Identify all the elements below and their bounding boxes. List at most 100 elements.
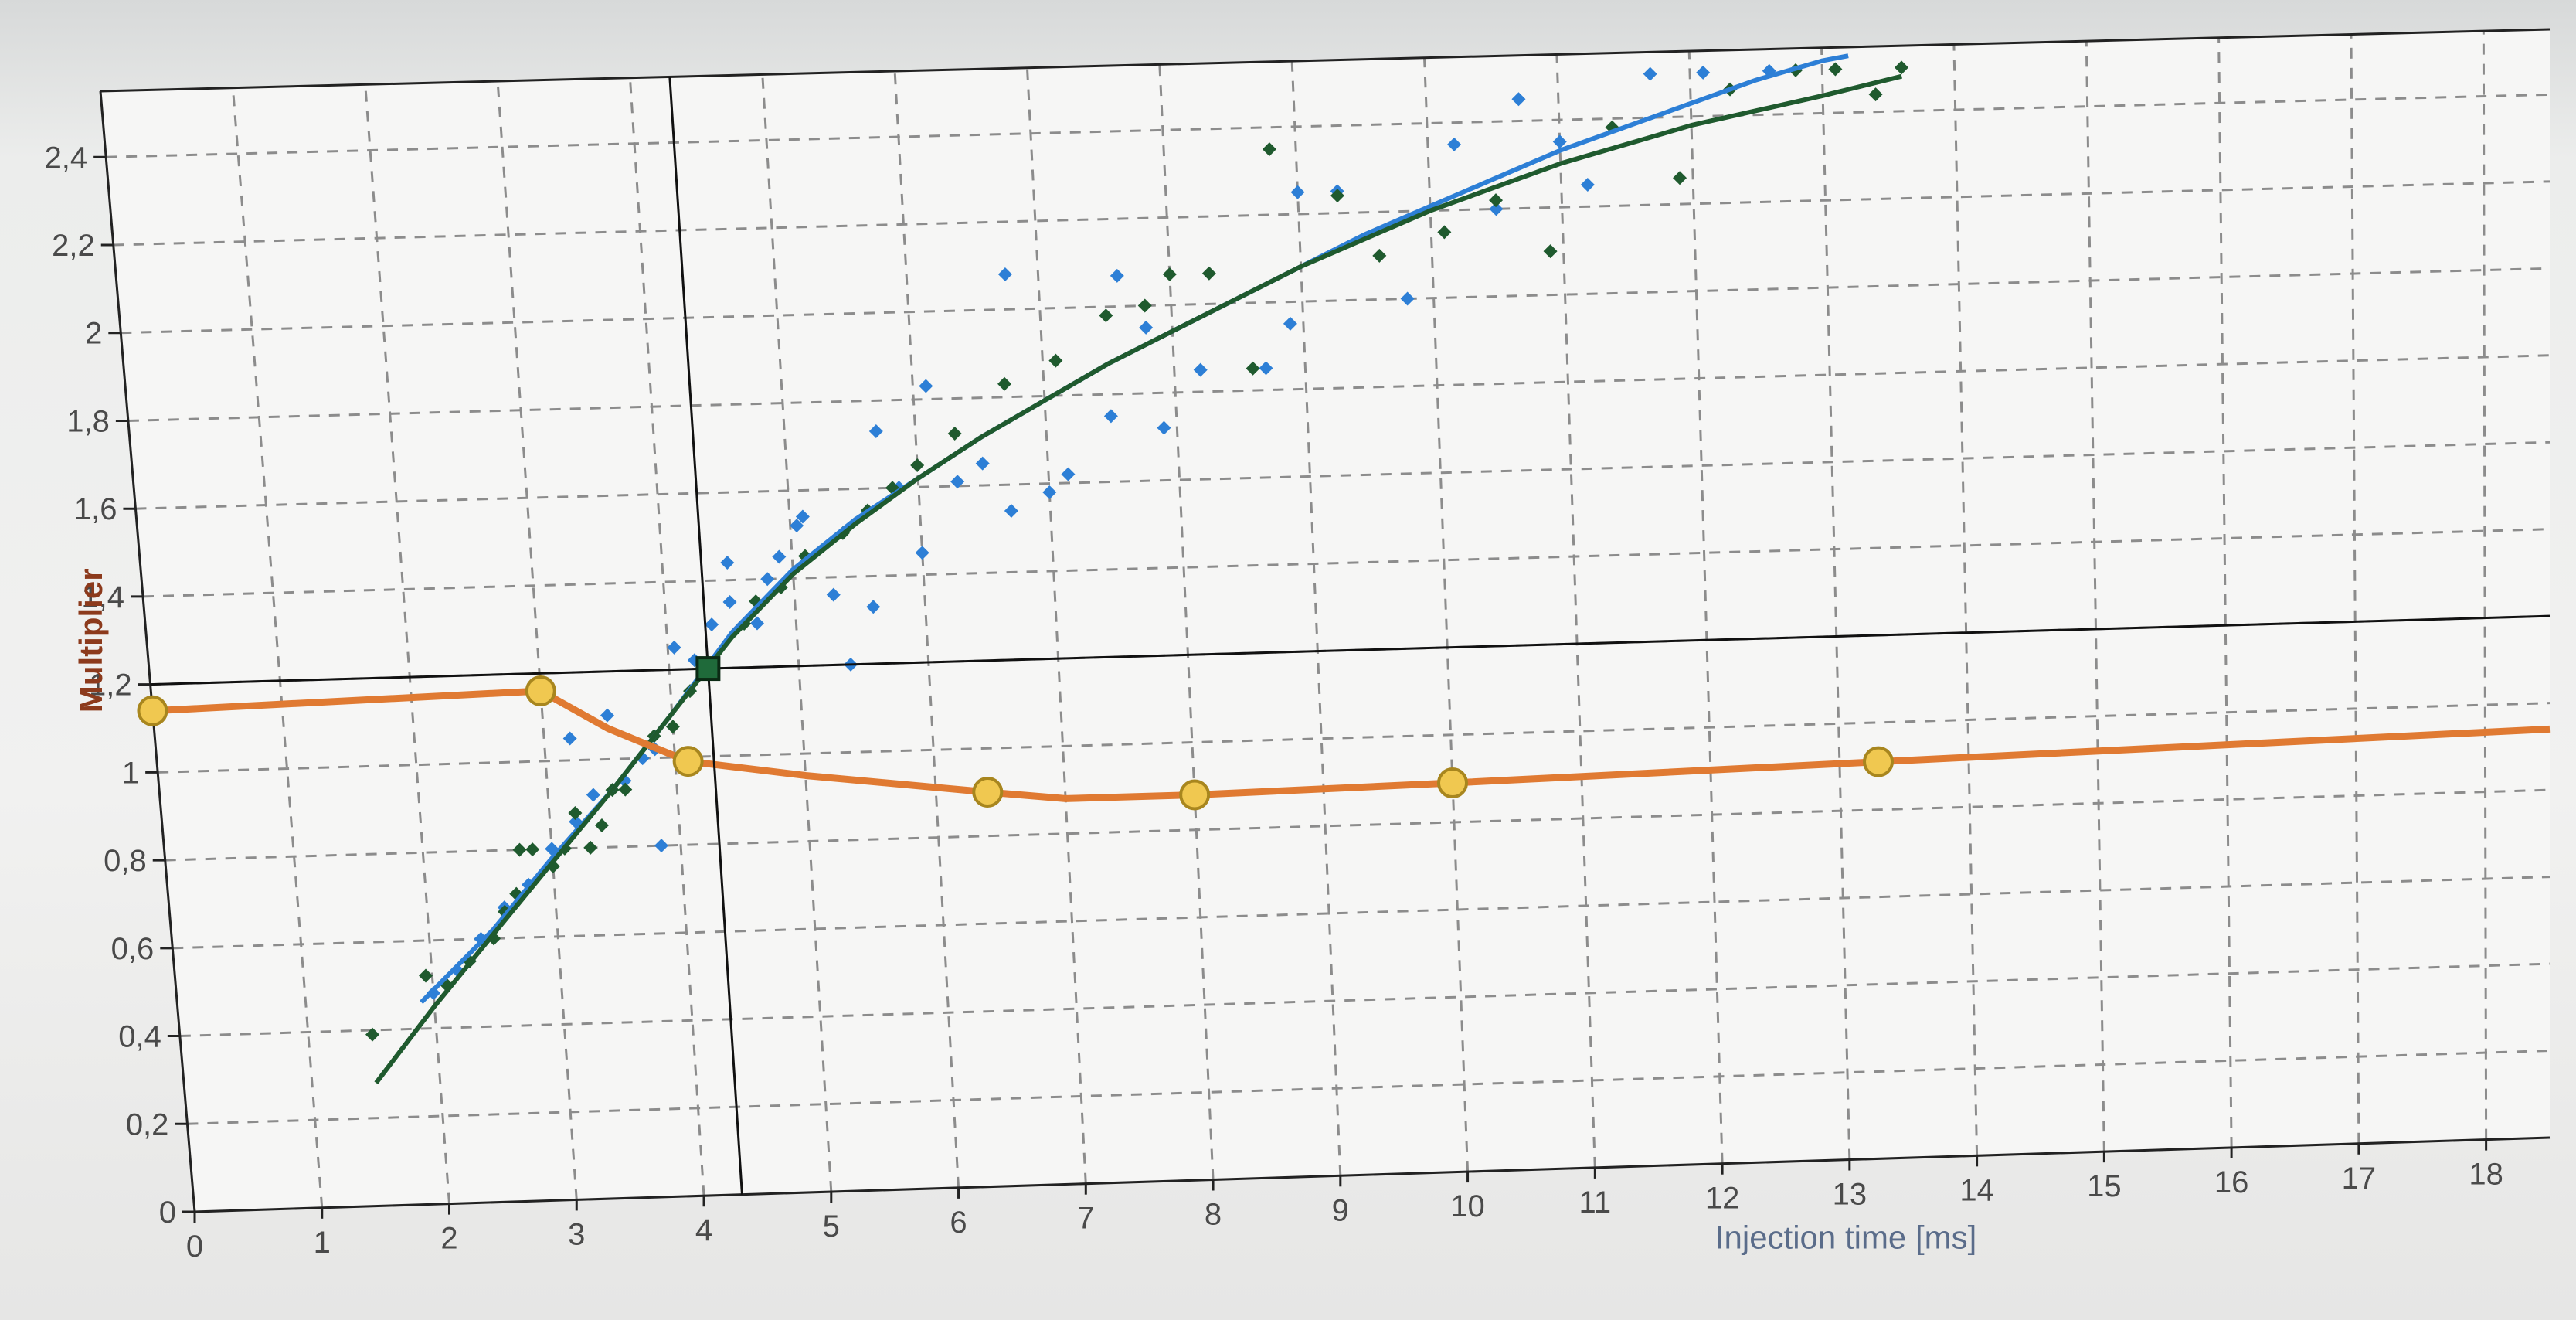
- multiplier-node[interactable]: [972, 776, 1004, 808]
- x-tick-label: 18: [2469, 1158, 2503, 1192]
- data-point-darkgreen: [1673, 171, 1687, 185]
- plot-top-border: [100, 28, 2551, 93]
- crosshair-cursor[interactable]: [150, 77, 2551, 1195]
- data-point-blue: [1110, 268, 1124, 283]
- y-tick-label: 0,2: [126, 1107, 169, 1141]
- x-tick-label: 6: [950, 1206, 967, 1240]
- data-point-darkgreen: [1099, 308, 1113, 323]
- grid-line-vertical: [2217, 37, 2233, 1148]
- grid-line-horizontal: [187, 1050, 2551, 1125]
- data-point-blue: [586, 788, 600, 802]
- grid-line-vertical: [1555, 54, 1596, 1168]
- data-point-darkgreen: [1162, 267, 1177, 282]
- data-point-blue: [997, 267, 1012, 281]
- data-point-blue: [1580, 178, 1595, 192]
- y-tick-label: 0: [159, 1196, 176, 1230]
- grid-line-vertical: [1687, 51, 1724, 1164]
- x-axis-line: [194, 1136, 2551, 1213]
- grid-line-horizontal: [158, 702, 2551, 774]
- multiplier-node[interactable]: [525, 675, 556, 707]
- data-point-blue: [868, 424, 883, 439]
- data-point-blue: [1139, 320, 1154, 335]
- y-tick-label: 1,2: [89, 669, 132, 703]
- data-point-blue: [1103, 409, 1118, 424]
- data-point-blue: [919, 379, 933, 393]
- y-tick-label: 0,4: [118, 1020, 161, 1054]
- data-point-darkgreen: [365, 1027, 379, 1042]
- data-point-darkgreen: [1137, 298, 1152, 313]
- data-point-darkgreen: [910, 458, 925, 472]
- grid-line-horizontal: [172, 876, 2551, 950]
- y-axis-title: Multiplier: [73, 568, 109, 713]
- data-point-darkgreen: [1201, 266, 1216, 281]
- grid-line-horizontal: [121, 267, 2551, 335]
- data-point-blue: [826, 587, 841, 602]
- axes: [99, 28, 2551, 1213]
- plot-area[interactable]: [100, 29, 2550, 1212]
- grid-line-vertical: [2482, 31, 2488, 1140]
- data-point-darkgreen: [1828, 62, 1843, 77]
- grid-line-vertical: [761, 74, 833, 1192]
- grid-line-horizontal: [106, 93, 2551, 158]
- data-point-darkgreen: [1048, 353, 1063, 368]
- plot-background: [100, 29, 2550, 1212]
- x-axis-title: Injection time [ms]: [1715, 1220, 1976, 1256]
- data-point-darkgreen: [618, 782, 633, 797]
- data-point-blue: [1511, 92, 1526, 107]
- data-point-darkgreen: [1868, 87, 1883, 102]
- series-line-darkgreen: [374, 73, 1902, 1084]
- y-tick-label: 2,4: [45, 141, 88, 175]
- data-point-darkgreen: [1372, 248, 1387, 263]
- grid-line-horizontal: [165, 788, 2551, 862]
- y-tick-label: 1,4: [81, 580, 124, 614]
- grid-line-vertical: [1952, 44, 1979, 1156]
- data-point-darkgreen: [1543, 244, 1558, 259]
- x-tick-label: 5: [823, 1209, 840, 1243]
- grid-line-vertical: [231, 87, 324, 1208]
- x-tick-label: 13: [1833, 1178, 1867, 1212]
- grid-line-vertical: [1290, 61, 1342, 1176]
- y-tick-label: 1: [122, 756, 139, 790]
- multiplier-node[interactable]: [1863, 746, 1895, 777]
- x-axis-ticks: 0 1 2 3 4 5 6 7 8 9 10 11 12 13 14 15 16 17 18: [186, 1139, 2503, 1264]
- x-tick-label: 11: [1579, 1186, 1612, 1220]
- multiplier-node[interactable]: [137, 695, 168, 726]
- cursor-handle[interactable]: [695, 656, 721, 682]
- y-axis-ticks: 0 0,2 0,4 0,6 0,8 1 1,2 1,4 1,6 1,8 2 2,2 2,4: [45, 141, 195, 1230]
- x-tick-label: 2: [440, 1222, 457, 1256]
- data-point-blue: [772, 549, 787, 564]
- x-tick-label: 16: [2214, 1165, 2249, 1199]
- x-tick-label: 12: [1705, 1182, 1740, 1216]
- data-point-blue: [1552, 134, 1567, 149]
- data-point-blue: [720, 556, 735, 570]
- data-point-blue: [749, 616, 764, 631]
- data-point-blue: [975, 456, 990, 471]
- data-point-blue: [1004, 504, 1018, 519]
- data-point-blue: [1193, 362, 1208, 377]
- y-tick-label: 0,8: [104, 844, 147, 878]
- multiplier-node[interactable]: [1437, 767, 1469, 799]
- data-point-darkgreen: [419, 968, 433, 983]
- grid-line-vertical: [1158, 64, 1215, 1180]
- multiplier-node[interactable]: [672, 746, 704, 777]
- y-tick-label: 1,8: [66, 404, 110, 438]
- x-tick-label: 3: [568, 1217, 585, 1251]
- data-point-blue: [1290, 185, 1305, 199]
- x-tick-label: 17: [2342, 1162, 2377, 1196]
- grid-line-vertical: [1423, 57, 1470, 1172]
- data-point-blue: [705, 617, 719, 632]
- data-point-darkgreen: [1330, 189, 1344, 203]
- multiplier-node[interactable]: [1179, 779, 1211, 811]
- data-point-darkgreen: [947, 426, 962, 441]
- grid-line-vertical: [1025, 67, 1087, 1184]
- grid-line-vertical: [893, 70, 960, 1188]
- data-point-darkgreen: [525, 842, 540, 857]
- x-tick-label: 4: [695, 1213, 712, 1247]
- grid-line-horizontal: [127, 354, 2551, 422]
- data-point-blue: [1696, 65, 1711, 80]
- x-tick-label: 8: [1205, 1197, 1222, 1231]
- data-point-blue: [1489, 202, 1504, 216]
- data-point-blue: [1283, 316, 1297, 331]
- data-point-blue: [866, 600, 881, 614]
- data-point-darkgreen: [1437, 225, 1452, 240]
